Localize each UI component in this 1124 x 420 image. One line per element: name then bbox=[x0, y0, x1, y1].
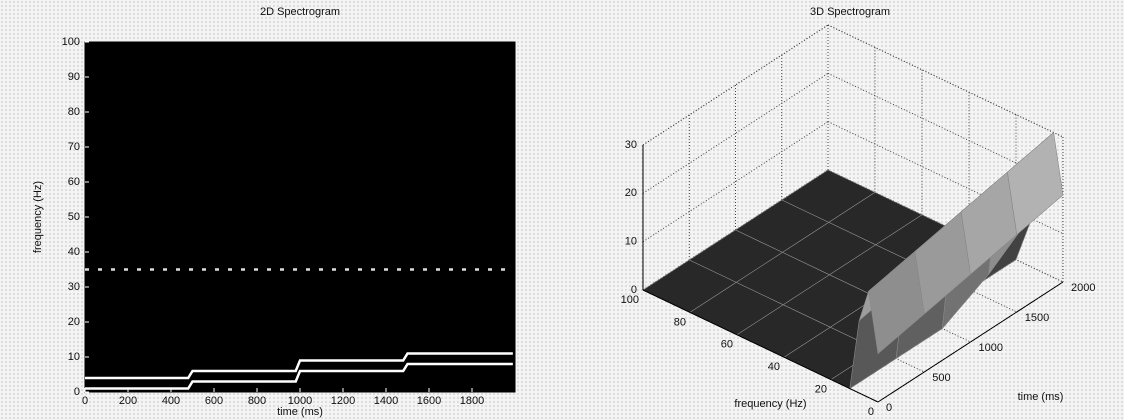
x-axis-label: frequency (Hz) bbox=[734, 398, 806, 410]
spectral-line bbox=[85, 352, 513, 380]
grid-line bbox=[642, 72, 829, 194]
axis-line bbox=[877, 281, 1064, 403]
y-tick-label: 2000 bbox=[1071, 282, 1095, 294]
chart-title: 3D Spectrogram bbox=[810, 6, 890, 18]
plot-area bbox=[84, 41, 516, 393]
x-tick-label: 100 bbox=[621, 294, 639, 306]
grid-line bbox=[642, 24, 829, 146]
y-tick-label: 70 bbox=[68, 141, 80, 153]
y-tick-label: 10 bbox=[68, 351, 80, 363]
x-tick-label: 800 bbox=[248, 395, 266, 407]
y-tick-label: 40 bbox=[68, 246, 80, 258]
chart-title: 2D Spectrogram bbox=[260, 6, 340, 18]
x-tick-label: 1200 bbox=[331, 395, 355, 407]
surface-cell bbox=[868, 250, 925, 355]
x-tick-label: 1600 bbox=[417, 395, 441, 407]
x-tick-label: 400 bbox=[162, 395, 180, 407]
axis-line bbox=[642, 289, 879, 403]
x-tick-label: 1000 bbox=[288, 395, 312, 407]
grid-line bbox=[781, 199, 1017, 313]
y-axis-label: time (ms) bbox=[1018, 391, 1064, 403]
y-tick-label: 20 bbox=[68, 316, 80, 328]
x-tick-label: 600 bbox=[205, 395, 223, 407]
grid-line bbox=[827, 24, 1064, 138]
x-tick-label: 60 bbox=[721, 339, 733, 351]
y-tick-label: 1500 bbox=[1025, 312, 1049, 324]
z-tick-label: 0 bbox=[631, 284, 637, 296]
grid-line bbox=[827, 169, 1064, 283]
y-axis-label: frequency (Hz) bbox=[32, 181, 44, 253]
y-tick-label: 50 bbox=[68, 211, 80, 223]
y-tick-label: 1000 bbox=[979, 342, 1003, 354]
y-tick-label: 500 bbox=[932, 372, 950, 384]
x-tick-label: 200 bbox=[119, 395, 137, 407]
x-tick-label: 1400 bbox=[374, 395, 398, 407]
spectral-line bbox=[85, 362, 513, 390]
x-tick-label: 20 bbox=[815, 384, 827, 396]
y-tick-label: 0 bbox=[74, 386, 80, 398]
y-tick-label: 30 bbox=[68, 281, 80, 293]
x-tick-label: 0 bbox=[82, 395, 88, 407]
x-tick-label: 0 bbox=[868, 406, 874, 418]
y-tick-label: 60 bbox=[68, 176, 80, 188]
z-tick-label: 10 bbox=[625, 236, 637, 248]
grid-line bbox=[642, 121, 829, 243]
z-tick-label: 20 bbox=[625, 187, 637, 199]
y-tick-label: 80 bbox=[68, 106, 80, 118]
y-tick-label: 0 bbox=[886, 402, 892, 414]
y-tick-label: 100 bbox=[62, 36, 80, 48]
y-tick-label: 90 bbox=[68, 71, 80, 83]
x-tick-label: 80 bbox=[674, 316, 686, 328]
x-tick-label: 1800 bbox=[460, 395, 484, 407]
x-axis-label: time (ms) bbox=[277, 406, 323, 418]
x-tick-label: 40 bbox=[768, 361, 780, 373]
z-tick-label: 30 bbox=[625, 139, 637, 151]
